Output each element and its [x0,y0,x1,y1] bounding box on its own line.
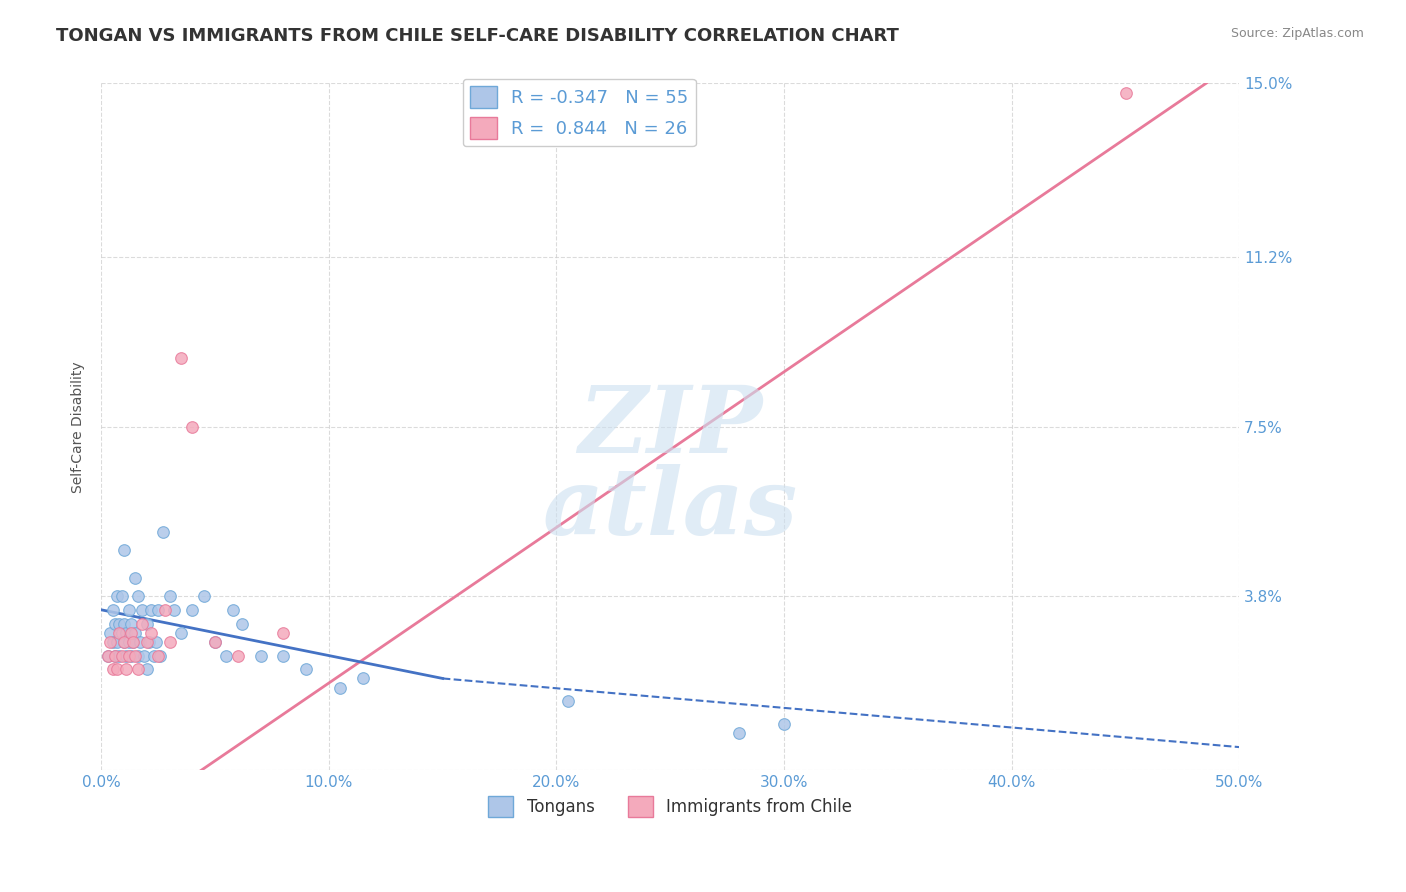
Point [112,616,135,631]
Point [145,635,167,649]
Point [101,603,124,617]
Point [131,603,153,617]
Point [111,625,134,640]
Point [141,603,163,617]
Point [134,648,156,663]
Point [104,648,127,663]
Point [131,616,153,631]
Point [352,672,374,686]
Point [127,589,149,603]
Point [249,648,271,663]
Point [181,603,204,617]
Point [120,648,142,663]
Point [557,694,579,708]
Point [159,635,181,649]
Point [120,616,142,631]
Point [149,648,172,663]
Point [111,589,134,603]
Point [101,662,124,676]
Point [295,662,318,676]
Point [115,625,138,640]
Point [98,635,121,649]
Point [153,603,176,617]
Point [127,662,149,676]
Point [170,351,193,365]
Point [1115,86,1137,100]
Point [124,625,146,640]
Text: ZIP: ZIP [578,382,762,472]
Point [101,635,124,649]
Point [111,648,134,663]
Point [231,616,253,631]
Point [98,625,121,640]
Point [273,625,295,640]
Text: Source: ZipAtlas.com: Source: ZipAtlas.com [1230,27,1364,40]
Point [108,625,131,640]
Point [108,648,131,663]
Point [135,635,157,649]
Point [152,524,174,539]
Y-axis label: Self-Care Disability: Self-Care Disability [72,361,86,492]
Point [117,603,139,617]
Point [138,635,160,649]
Point [181,419,204,434]
Point [112,543,135,558]
Point [104,648,127,663]
Point [329,681,352,695]
Point [193,589,215,603]
Point [108,616,131,631]
Point [135,616,157,631]
Point [104,616,127,631]
Point [170,625,193,640]
Point [115,648,138,663]
Point [105,589,128,603]
Point [97,648,120,663]
Text: TONGAN VS IMMIGRANTS FROM CHILE SELF-CARE DISABILITY CORRELATION CHART: TONGAN VS IMMIGRANTS FROM CHILE SELF-CAR… [56,27,898,45]
Point [273,648,295,663]
Point [135,662,157,676]
Legend: Tongans, Immigrants from Chile: Tongans, Immigrants from Chile [482,789,859,823]
Point [124,648,146,663]
Point [163,603,186,617]
Point [120,625,142,640]
Point [226,648,249,663]
Point [142,648,165,663]
Text: atlas: atlas [543,464,797,554]
Point [115,662,138,676]
Point [105,662,128,676]
Point [124,571,146,585]
Point [146,648,169,663]
Point [222,603,245,617]
Point [122,635,145,649]
Point [122,635,145,649]
Point [727,726,749,740]
Point [159,589,181,603]
Point [105,635,128,649]
Point [204,635,226,649]
Point [129,635,152,649]
Point [215,648,238,663]
Point [127,648,149,663]
Point [146,603,169,617]
Point [204,635,226,649]
Point [112,635,135,649]
Point [117,648,139,663]
Point [773,717,796,731]
Point [112,635,135,649]
Point [117,635,139,649]
Point [141,625,163,640]
Point [97,648,120,663]
